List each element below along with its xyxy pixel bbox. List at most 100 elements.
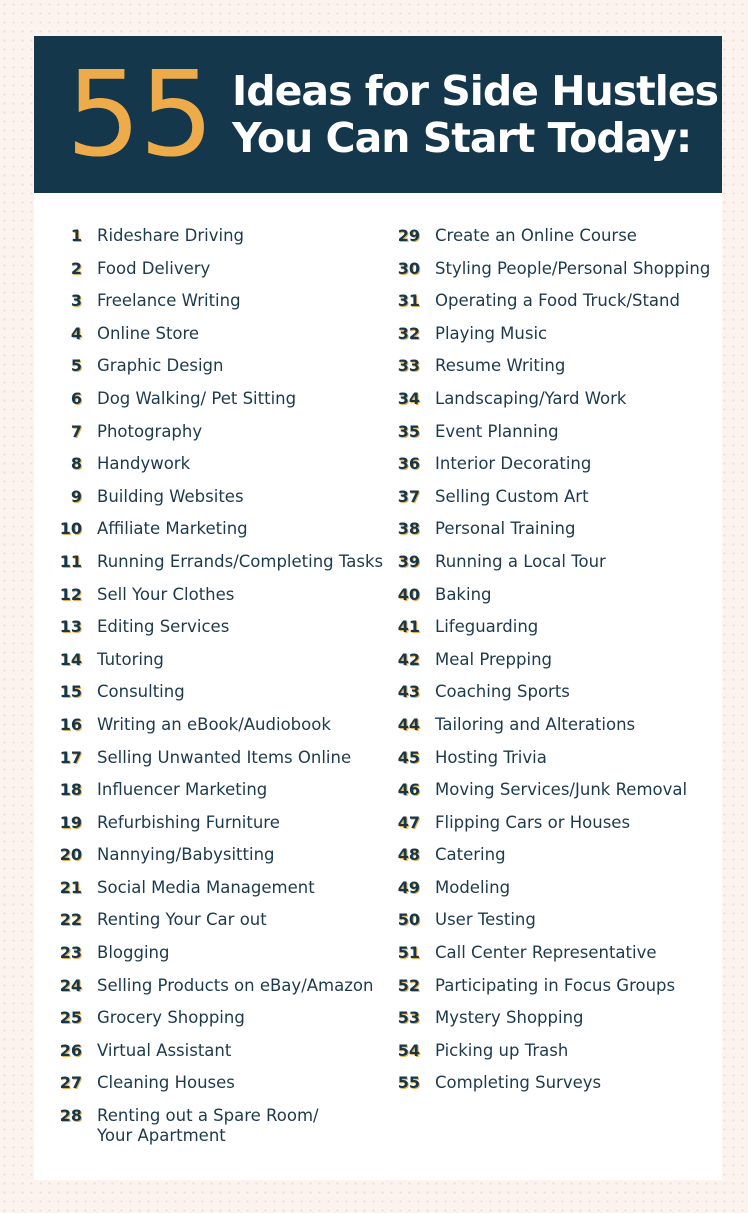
list-item: 42 Meal Prepping <box>372 650 710 683</box>
item-number: 15 <box>59 682 82 702</box>
item-number: 30 <box>397 258 420 278</box>
item-number: 49 <box>397 877 420 897</box>
list-item: 20 Nannying/Babysitting <box>34 845 383 878</box>
item-label: Picking up Trash <box>435 1040 569 1060</box>
list-item: 54 Picking up Trash <box>372 1041 710 1074</box>
item-label: Renting out a Spare Room/ Your Apartment <box>97 1106 319 1146</box>
item-label: Tailoring and Alterations <box>435 714 636 734</box>
list-item: 19 Refurbishing Furniture <box>34 813 383 846</box>
list-column-right: 29 Create an Online Course 30 Styling Peopl… <box>372 226 711 1106</box>
item-label: Lifeguarding <box>435 617 539 637</box>
infographic-card: 55 Ideas for Side Hustles You Can Start … <box>34 36 722 1180</box>
title-line-1: Ideas for Side Hustles <box>232 67 719 115</box>
list-item: 29 Create an Online Course <box>372 226 710 259</box>
item-number: 53 <box>397 1008 420 1028</box>
item-label: Consulting <box>97 682 185 702</box>
list-item: 9 Building Websites <box>34 487 383 520</box>
list-item: 5 Graphic Design <box>34 356 383 389</box>
header-banner: 55 Ideas for Side Hustles You Can Start … <box>34 36 722 193</box>
item-label: Coaching Sports <box>435 682 570 702</box>
item-number: 12 <box>59 584 82 604</box>
item-number: 55 <box>397 1073 420 1093</box>
item-number: 11 <box>59 551 82 571</box>
item-label: Building Websites <box>97 486 244 506</box>
item-label: Rideshare Driving <box>97 226 245 245</box>
list-item: 35 Event Planning <box>372 422 710 455</box>
list-item: 47 Flipping Cars or Houses <box>372 813 710 846</box>
list-item: 26 Virtual Assistant <box>34 1041 383 1074</box>
list-item: 17 Selling Unwanted Items Online <box>34 748 383 781</box>
item-number: 39 <box>397 551 420 571</box>
item-label: Participating in Focus Groups <box>435 975 676 995</box>
item-number: 43 <box>397 682 420 702</box>
item-label: Affiliate Marketing <box>97 519 248 539</box>
list-column-left: 1 Rideshare Driving 2 Food Delivery 3 Freelan… <box>34 226 383 1150</box>
list-item: 49 Modeling <box>372 878 710 911</box>
item-label: Cleaning Houses <box>97 1073 235 1093</box>
item-number: 54 <box>397 1040 420 1060</box>
list-item: 1 Rideshare Driving <box>34 226 383 259</box>
item-label: Running Errands/Completing Tasks <box>97 551 384 571</box>
item-label: Freelance Writing <box>97 291 241 311</box>
list-item: 21 Social Media Management <box>34 878 383 911</box>
item-label: Photography <box>97 421 203 441</box>
big-number: 55 <box>66 45 214 183</box>
item-number: 48 <box>397 845 420 865</box>
list-item: 12 Sell Your Clothes <box>34 585 383 618</box>
list-item: 23 Blogging <box>34 943 383 976</box>
list-item: 10 Affiliate Marketing <box>34 519 383 552</box>
item-label: Mystery Shopping <box>435 1008 584 1028</box>
item-number: 25 <box>59 1008 82 1028</box>
item-number: 3 <box>70 291 82 311</box>
item-label: Personal Training <box>435 519 576 539</box>
list-item: 7 Photography <box>34 422 383 455</box>
item-label: Tutoring <box>97 649 164 669</box>
item-number: 40 <box>397 584 420 604</box>
item-number: 17 <box>59 747 82 767</box>
item-number: 23 <box>59 943 82 963</box>
item-label: Editing Services <box>97 617 230 637</box>
item-number: 46 <box>397 780 420 800</box>
item-number: 32 <box>397 323 420 343</box>
item-number: 37 <box>397 486 420 506</box>
item-label: Landscaping/Yard Work <box>435 388 627 408</box>
item-label: Selling Custom Art <box>435 486 589 506</box>
item-number: 35 <box>397 421 420 441</box>
list-item: 45 Hosting Trivia <box>372 748 710 781</box>
item-label: Modeling <box>435 877 511 897</box>
list-item: 3 Freelance Writing <box>34 291 383 324</box>
item-label: Blogging <box>97 943 170 963</box>
item-number: 36 <box>397 454 420 474</box>
item-label: Completing Surveys <box>435 1073 602 1093</box>
list-item: 48 Catering <box>372 845 710 878</box>
item-number: 20 <box>59 845 82 865</box>
item-number: 52 <box>397 975 420 995</box>
item-label: Styling People/Personal Shopping <box>435 258 711 278</box>
item-number: 8 <box>70 454 82 474</box>
item-number: 10 <box>59 519 82 539</box>
item-label: Catering <box>435 845 506 865</box>
item-number: 18 <box>59 780 82 800</box>
title-line-2: You Can Start Today: <box>232 114 692 162</box>
item-label: Selling Unwanted Items Online <box>97 747 352 767</box>
list-item: 34 Landscaping/Yard Work <box>372 389 710 422</box>
list-item: 6 Dog Walking/ Pet Sitting <box>34 389 383 422</box>
item-label: Hosting Trivia <box>435 747 547 767</box>
item-number: 50 <box>397 910 420 930</box>
item-label: Virtual Assistant <box>97 1040 232 1060</box>
list-item: 22 Renting Your Car out <box>34 910 383 943</box>
list-item: 43 Coaching Sports <box>372 682 710 715</box>
item-number: 27 <box>59 1073 82 1093</box>
item-number: 26 <box>59 1040 82 1060</box>
item-label: Selling Products on eBay/Amazon <box>97 975 374 995</box>
list-item: 44 Tailoring and Alterations <box>372 715 710 748</box>
item-label: Playing Music <box>435 323 548 343</box>
item-number: 51 <box>397 943 420 963</box>
item-number: 24 <box>59 975 82 995</box>
item-label: Nannying/Babysitting <box>97 845 275 865</box>
item-number: 45 <box>397 747 420 767</box>
item-label: Flipping Cars or Houses <box>435 812 631 832</box>
list-item: 15 Consulting <box>34 682 383 715</box>
item-label: Operating a Food Truck/Stand <box>435 291 680 311</box>
list-item: 27 Cleaning Houses <box>34 1073 383 1106</box>
